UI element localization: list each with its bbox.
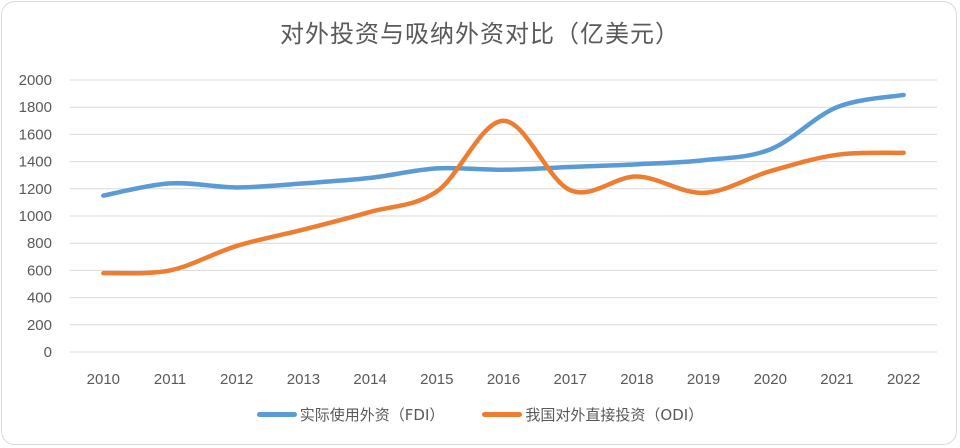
x-tick-label: 2012 (220, 371, 253, 388)
y-tick-label: 1800 (19, 99, 52, 116)
y-tick-label: 1000 (19, 208, 52, 225)
y-tick-label: 600 (27, 262, 52, 279)
y-tick-label: 1600 (19, 126, 52, 143)
legend-label-odi: 我国对外直接投资（ODI） (525, 406, 704, 424)
legend-item-fdi[interactable]: 实际使用外资（FDI） (256, 404, 445, 425)
series-line-odi (101, 118, 906, 276)
x-tick-label: 2016 (487, 371, 520, 388)
x-tick-label: 2021 (820, 371, 853, 388)
chart-title: 对外投资与吸纳外资对比（亿美元） (280, 20, 680, 48)
gridlines (70, 79, 937, 353)
x-tick-label: 2022 (887, 371, 920, 388)
series-lines (101, 92, 906, 276)
x-tick-label: 2011 (154, 371, 186, 388)
y-tick-label: 1400 (19, 154, 52, 171)
x-tick-label: 2013 (287, 371, 320, 388)
y-tick-label: 400 (27, 290, 52, 307)
x-tick-label: 2017 (554, 371, 587, 388)
series-line-fdi (101, 92, 906, 198)
x-axis-ticks: 2010 2011 2012 2013 2014 2015 2016 2017 2018 2019… (87, 371, 921, 388)
legend-label-fdi: 实际使用外资（FDI） (299, 406, 445, 424)
x-tick-label: 2018 (620, 371, 653, 388)
y-tick-label: 1200 (19, 181, 52, 198)
x-tick-label: 2010 (87, 371, 120, 388)
legend-swatch-fdi (256, 412, 297, 417)
x-tick-label: 2019 (687, 371, 720, 388)
legend: 实际使用外资（FDI） 我国对外直接投资（ODI） (0, 404, 960, 425)
x-tick-label: 2020 (754, 371, 787, 388)
y-tick-label: 800 (27, 235, 52, 252)
x-tick-label: 2014 (353, 371, 386, 388)
legend-item-odi[interactable]: 我国对外直接投资（ODI） (482, 404, 703, 425)
y-tick-label: 2000 (19, 72, 52, 89)
y-tick-label: 0 (44, 344, 52, 361)
x-tick-label: 2015 (420, 371, 453, 388)
y-axis-ticks: 0 200 400 600 800 1000 1200 1400 1600 1800 2000 (19, 72, 52, 361)
legend-swatch-odi (482, 412, 523, 417)
y-tick-label: 200 (27, 317, 52, 334)
